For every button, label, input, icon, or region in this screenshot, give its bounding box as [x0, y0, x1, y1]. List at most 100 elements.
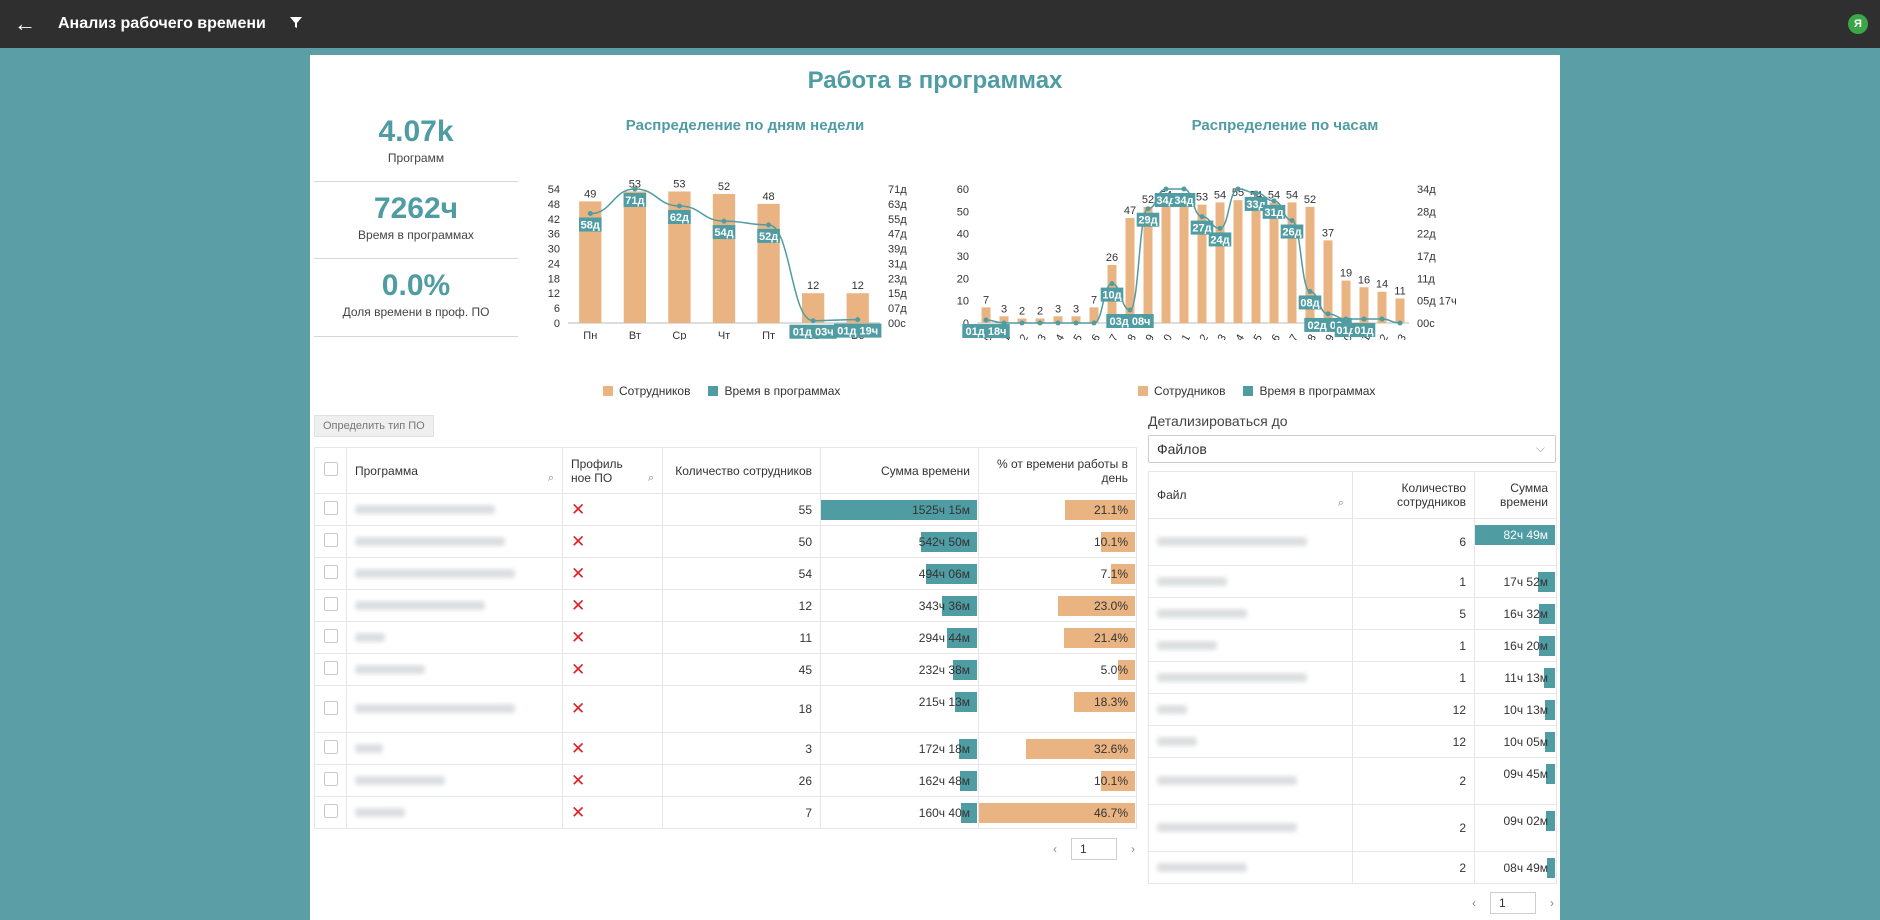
time-value: 82ч 49м: [1503, 528, 1548, 542]
profile-cell: ✕: [562, 557, 663, 590]
y-tick-label: 30: [548, 244, 560, 256]
file-name-cell: [1148, 518, 1353, 566]
table-row[interactable]: 12 10ч 13м: [1148, 693, 1557, 726]
divider: [314, 258, 518, 259]
bar-label: 53: [629, 178, 641, 190]
employees-cell: 50: [662, 525, 821, 558]
line-label: 31д: [1264, 207, 1283, 219]
files-table: Файл ⌕ Количество сотрудников Сумма време…: [1148, 471, 1557, 884]
avatar[interactable]: Я: [1848, 14, 1868, 34]
prev-page-icon[interactable]: ‹: [1053, 842, 1057, 856]
file-name-cell: [1148, 629, 1353, 662]
table-row[interactable]: ✕ 45 232ч 38м 5.0%: [314, 653, 1137, 686]
x-tick-label: 15: [1249, 333, 1266, 341]
col-time[interactable]: Сумма времени: [1474, 471, 1557, 519]
row-checkbox[interactable]: [323, 772, 338, 786]
bar: [668, 191, 691, 323]
table-row[interactable]: 1 16ч 20м: [1148, 629, 1557, 662]
filter-icon[interactable]: [289, 16, 302, 32]
table-row[interactable]: 2 08ч 49м: [1148, 851, 1557, 884]
table-row[interactable]: ✕ 54 494ч 06м 7.1%: [314, 557, 1137, 590]
col-employees[interactable]: Количество сотрудников: [662, 447, 821, 494]
col-program[interactable]: Программа ⌕: [346, 447, 563, 494]
pct-cell: 18.3%: [978, 685, 1137, 733]
table-row[interactable]: ✕ 26 162ч 48м 10.1%: [314, 764, 1137, 797]
search-icon[interactable]: ⌕: [647, 472, 654, 484]
program-name-cell: [346, 493, 563, 526]
row-checkbox[interactable]: [323, 700, 338, 715]
col-profile[interactable]: Профиль ное ПО ⌕: [562, 447, 663, 494]
table-row[interactable]: 1 17ч 52м: [1148, 565, 1557, 598]
table-row[interactable]: ✕ 3 172ч 18м 32.6%: [314, 732, 1137, 765]
row-checkbox[interactable]: [323, 804, 338, 818]
table-row[interactable]: ✕ 18 215ч 13м 18.3%: [314, 685, 1137, 733]
page-input[interactable]: 1: [1071, 838, 1117, 860]
x-tick-label: 11: [1177, 333, 1193, 341]
x-tick-label: 19: [1321, 333, 1338, 341]
search-icon[interactable]: ⌕: [547, 472, 554, 484]
determine-type-button[interactable]: Определить тип ПО: [314, 415, 434, 437]
y-tick-label: 40: [957, 229, 969, 241]
redacted-text: [355, 600, 485, 610]
next-page-icon[interactable]: ›: [1131, 842, 1135, 856]
table-row[interactable]: 2 09ч 45м: [1148, 757, 1557, 805]
line-point: [983, 317, 989, 323]
time-value: 16ч 32м: [1503, 607, 1548, 621]
page-input[interactable]: 1: [1490, 892, 1536, 914]
line-label-bg: [1298, 295, 1322, 310]
arrow-left-icon[interactable]: ←: [14, 11, 36, 36]
line-label: 54д: [714, 227, 733, 239]
detail-select[interactable]: Файлов ⌵: [1148, 435, 1556, 463]
table-row[interactable]: 6 82ч 49м: [1148, 518, 1557, 566]
pct-bar: [979, 803, 1135, 823]
line-point: [1271, 198, 1277, 204]
col-pct[interactable]: % от времени работы в день: [978, 447, 1137, 494]
close-icon: ✕: [571, 531, 586, 551]
table-row[interactable]: ✕ 7 160ч 40м 46.7%: [314, 796, 1137, 829]
time-cell: 1525ч 15м: [820, 493, 979, 526]
row-checkbox[interactable]: [323, 740, 338, 754]
time-value: 1525ч 15м: [912, 503, 970, 517]
time-value: 10ч 05м: [1503, 735, 1548, 749]
pct-cell: 5.0%: [978, 653, 1137, 686]
table-row[interactable]: ✕ 55 1525ч 15м 21.1%: [314, 493, 1137, 526]
line-label-bg: [712, 225, 736, 240]
table-row[interactable]: 2 09ч 02м: [1148, 804, 1557, 852]
row-checkbox[interactable]: [323, 501, 338, 515]
programs-table: Программа ⌕ Профиль ное ПО ⌕ Количество сот…: [314, 447, 1137, 829]
row-checkbox[interactable]: [323, 597, 338, 611]
bar: [981, 307, 991, 323]
select-all-checkbox[interactable]: [323, 462, 338, 476]
time-value: 160ч 40м: [918, 806, 970, 820]
row-checkbox[interactable]: [323, 533, 338, 547]
table-row[interactable]: 1 11ч 13м: [1148, 661, 1557, 694]
table-row[interactable]: ✕ 12 343ч 36м 23.0%: [314, 589, 1137, 622]
kpi-value: 7262ч: [373, 192, 459, 225]
col-time[interactable]: Сумма времени: [820, 447, 979, 494]
line-point: [1217, 225, 1223, 231]
next-page-icon[interactable]: ›: [1550, 896, 1554, 910]
pct-cell: 23.0%: [978, 589, 1137, 622]
table-row[interactable]: 5 16ч 32м: [1148, 597, 1557, 630]
line-label: 03д 08ч: [1110, 316, 1151, 328]
table-row[interactable]: 12 10ч 05м: [1148, 725, 1557, 758]
bar-label: 47: [1124, 205, 1136, 217]
prev-page-icon[interactable]: ‹: [1472, 896, 1476, 910]
col-employees[interactable]: Количество сотрудников: [1352, 471, 1475, 519]
row-checkbox-cell: [314, 732, 347, 765]
row-checkbox-cell: [314, 557, 347, 590]
work-in-programs-panel: Работа в программах 4.07k Программ 7262ч…: [310, 55, 1560, 920]
line-label-bg: [1262, 204, 1286, 219]
row-checkbox[interactable]: [323, 629, 338, 643]
line-label-bg: [1106, 313, 1154, 328]
chevron-down-icon: ⌵: [1535, 441, 1545, 455]
search-icon[interactable]: ⌕: [1337, 497, 1344, 509]
col-file[interactable]: Файл ⌕: [1148, 471, 1353, 519]
bar-label: 49: [584, 188, 596, 200]
table-row[interactable]: ✕ 50 542ч 50м 10.1%: [314, 525, 1137, 558]
line-label-bg: [623, 193, 647, 207]
row-checkbox[interactable]: [323, 565, 338, 579]
table-row[interactable]: ✕ 11 294ч 44м 21.4%: [314, 621, 1137, 654]
employees-cell: 18: [662, 685, 821, 733]
row-checkbox[interactable]: [323, 661, 338, 675]
